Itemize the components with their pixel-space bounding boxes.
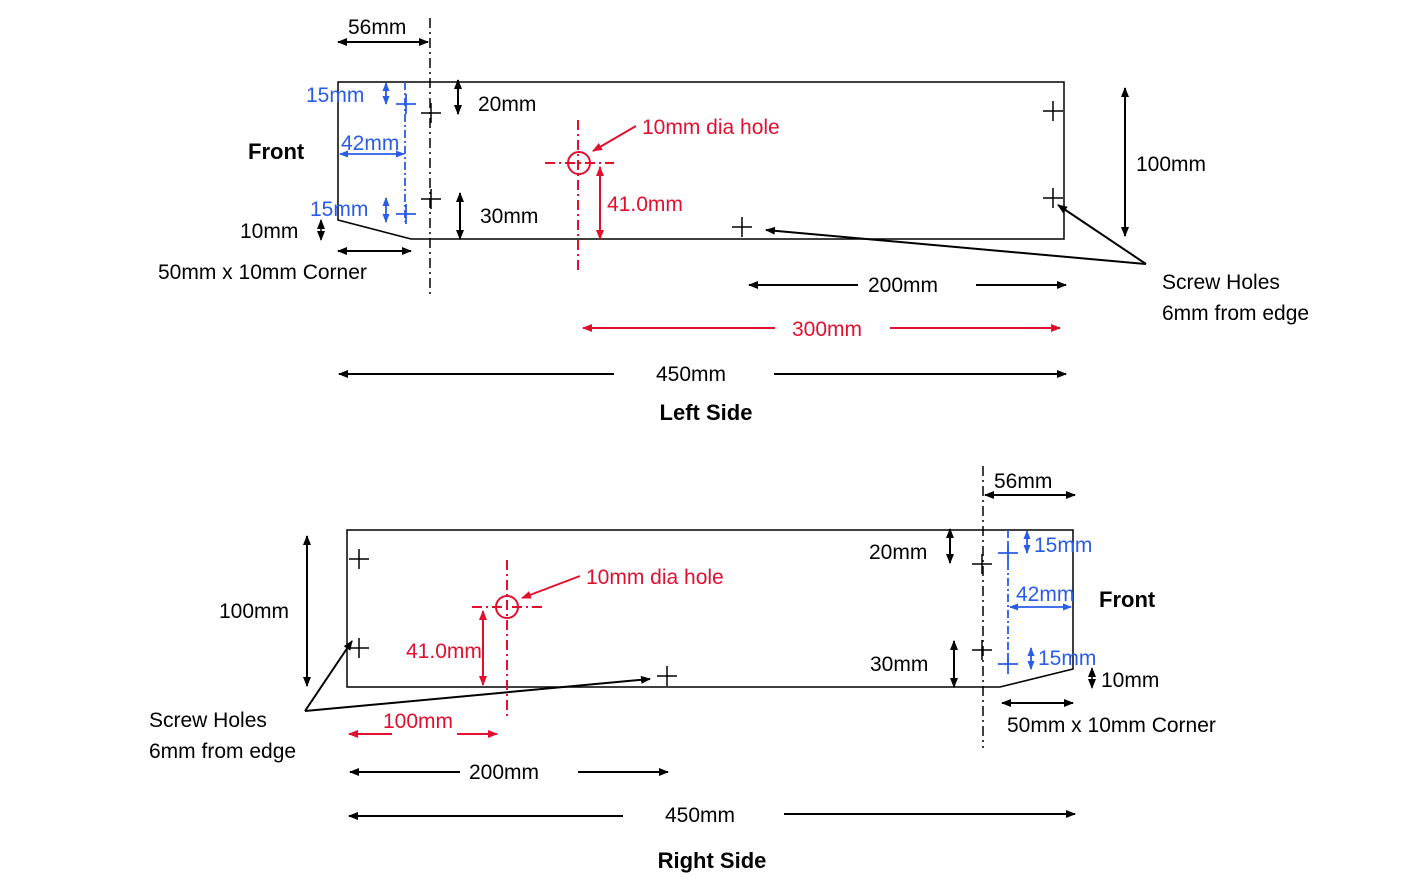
right-screw-hole-left-top	[349, 549, 369, 569]
left-blue-hole-top	[396, 94, 416, 114]
left-screw-hole-top	[421, 103, 441, 123]
left-blue-hole-bottom	[396, 204, 416, 224]
right-100mm-label: 100mm	[219, 600, 289, 623]
right-board-outline	[346, 529, 1074, 688]
left-100mm-label: 100mm	[1136, 153, 1206, 176]
right-screw-hole-top	[972, 554, 992, 574]
right-side-title: Right Side	[658, 848, 767, 873]
left-20mm-label: 20mm	[478, 93, 536, 116]
left-56mm-label: 56mm	[348, 16, 406, 39]
right-20mm-label: 20mm	[869, 541, 927, 564]
right-corner-label: 50mm x 10mm Corner	[1007, 714, 1216, 737]
right-screw-hole-bottom	[972, 640, 992, 660]
right-screw-holes-line1: Screw Holes	[149, 709, 267, 732]
left-board-outline	[337, 81, 1065, 240]
left-blue-15-bottom-label: 15mm	[310, 198, 368, 221]
left-10mm-label: 10mm	[240, 220, 298, 243]
left-hole-label: 10mm dia hole	[642, 116, 780, 139]
left-side-title: Left Side	[660, 400, 753, 425]
left-hole-pointer	[592, 125, 637, 152]
left-corner-label: 50mm x 10mm Corner	[158, 261, 367, 284]
right-blue-42-label: 42mm	[1016, 583, 1074, 606]
right-200mm-label: 200mm	[469, 761, 539, 784]
left-screw-hole-bottom	[421, 189, 441, 209]
left-200mm-label: 200mm	[868, 274, 938, 297]
left-callout-line-1	[765, 226, 1147, 265]
right-side-panel: 56mm 15mm 42mm 15mm 20mm 30mm Front 10mm…	[149, 466, 1216, 873]
right-30mm-label: 30mm	[870, 653, 928, 676]
right-callout-line-2	[304, 675, 651, 712]
right-screw-hole-bottom-edge	[657, 666, 677, 686]
right-blue-15-bottom-label: 15mm	[1038, 647, 1096, 670]
right-hole-pointer	[521, 575, 581, 599]
left-screw-hole-bottom-edge	[732, 217, 752, 237]
right-blue-15-top-label: 15mm	[1034, 534, 1092, 557]
left-callout-line-2	[1057, 204, 1147, 265]
left-front-label: Front	[248, 139, 305, 164]
right-red-100mm-label: 100mm	[383, 710, 453, 733]
right-56mm-label: 56mm	[994, 470, 1052, 493]
left-blue-42-label: 42mm	[341, 132, 399, 155]
left-screw-holes-line1: Screw Holes	[1162, 271, 1280, 294]
left-300mm-label: 300mm	[792, 318, 862, 341]
right-hole-label: 10mm dia hole	[586, 566, 724, 589]
left-blue-15-top-label: 15mm	[306, 84, 364, 107]
left-screw-hole-right-top	[1043, 101, 1063, 121]
right-callout-line-1	[304, 640, 353, 712]
right-41mm-label: 41.0mm	[406, 640, 482, 663]
right-10mm-label: 10mm	[1101, 669, 1159, 692]
left-screw-holes-line2: 6mm from edge	[1162, 302, 1309, 325]
left-450mm-label: 450mm	[656, 363, 726, 386]
right-blue-hole-bottom	[998, 654, 1018, 674]
left-side-panel: 56mm 15mm 42mm 15mm 20mm 30mm Front 10mm…	[158, 16, 1309, 425]
left-30mm-label: 30mm	[480, 205, 538, 228]
right-blue-hole-top	[998, 543, 1018, 563]
right-450mm-label: 450mm	[665, 804, 735, 827]
right-front-label: Front	[1099, 587, 1156, 612]
left-screw-hole-right-bottom	[1043, 188, 1063, 208]
left-41mm-label: 41.0mm	[607, 193, 683, 216]
right-screw-holes-line2: 6mm from edge	[149, 740, 296, 763]
